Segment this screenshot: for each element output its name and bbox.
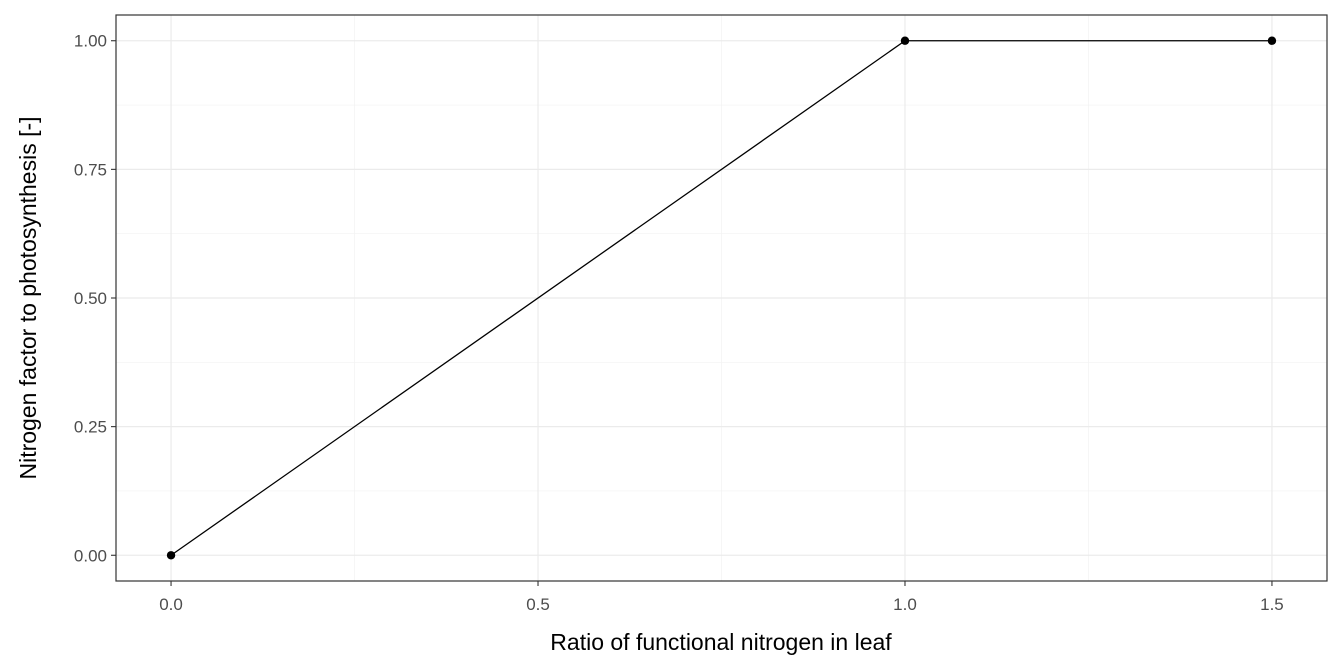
axis-layer: 0.0 0.5 1.0 1.5 0.00 0.25 0.50 0.75 1.00 [74, 32, 1284, 614]
y-axis-title: Nitrogen factor to photosynthesis [-] [15, 116, 41, 479]
x-tick-label: 1.5 [1260, 595, 1284, 614]
x-axis-title: Ratio of functional nitrogen in leaf [550, 629, 892, 655]
data-point [900, 36, 910, 45]
data-point [1267, 36, 1277, 45]
x-tick-label: 0.0 [159, 595, 183, 614]
x-tick-label: 1.0 [893, 595, 917, 614]
x-tick-label: 0.5 [526, 595, 550, 614]
y-tick-label: 0.50 [74, 289, 107, 308]
data-point [166, 551, 176, 560]
y-tick-label: 0.00 [74, 546, 107, 565]
series-layer [166, 36, 1277, 560]
y-tick-label: 0.25 [74, 418, 107, 437]
y-tick-label: 1.00 [74, 32, 107, 51]
y-tick-label: 0.75 [74, 160, 107, 179]
